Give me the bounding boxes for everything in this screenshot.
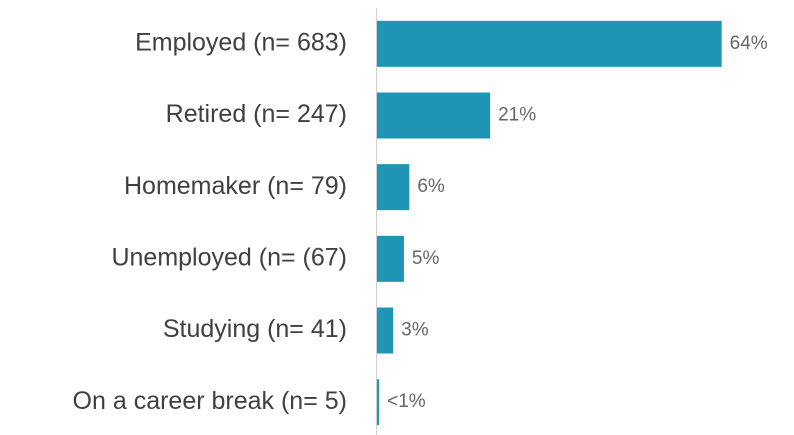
value-label: 3% xyxy=(401,320,429,341)
value-label: 21% xyxy=(498,105,536,126)
bar xyxy=(377,20,722,67)
bar xyxy=(377,379,380,426)
value-label: <1% xyxy=(387,391,426,412)
category-label: Unemployed (n= (67) xyxy=(111,243,347,271)
category-label: Studying (n= 41) xyxy=(163,315,347,343)
bar xyxy=(377,235,404,282)
category-label: Retired (n= 247) xyxy=(166,100,347,128)
bar xyxy=(377,92,491,139)
bar xyxy=(377,164,410,211)
value-label: 64% xyxy=(730,33,768,54)
value-label: 6% xyxy=(417,176,445,197)
category-label: On a career break (n= 5) xyxy=(73,387,347,415)
category-label: Homemaker (n= 79) xyxy=(124,172,347,200)
category-label: Employed (n= 683) xyxy=(135,28,347,56)
value-label: 5% xyxy=(412,248,440,269)
bar xyxy=(377,307,394,354)
